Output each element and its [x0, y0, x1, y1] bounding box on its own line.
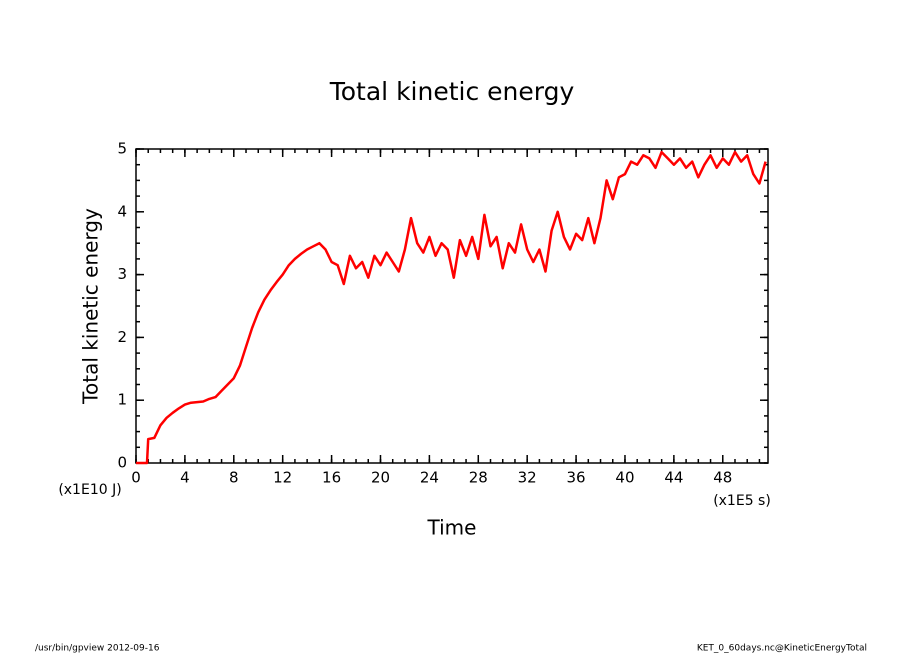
- x-tick-label: 36: [567, 469, 586, 487]
- y-tick-label: 2: [117, 328, 127, 346]
- x-tick-label: 4: [180, 469, 190, 487]
- x-tick-label: 40: [615, 469, 634, 487]
- x-tick-label: 28: [469, 469, 488, 487]
- y-tick-label: 5: [117, 140, 127, 158]
- x-tick-label: 20: [371, 469, 390, 487]
- footer-right: KET_0_60days.nc@KineticEnergyTotal: [697, 644, 867, 654]
- y-unit: (x1E10 J): [58, 482, 121, 498]
- x-tick-label: 0: [131, 469, 141, 487]
- x-tick-label: 44: [664, 469, 683, 487]
- y-tick-label: 4: [117, 202, 127, 220]
- x-tick-label: 12: [273, 469, 292, 487]
- y-axis-label: Total kinetic energy: [79, 208, 103, 405]
- x-tick-label: 24: [420, 469, 439, 487]
- footer-left: /usr/bin/gpview 2012-09-16: [35, 644, 160, 654]
- x-unit: (x1E5 s): [713, 493, 771, 509]
- x-tick-label: 16: [322, 469, 341, 487]
- x-tick-label: 8: [229, 469, 239, 487]
- x-axis-label: Time: [427, 516, 477, 540]
- x-tick-label: 32: [518, 469, 537, 487]
- data-line: [136, 150, 767, 465]
- plot-frame: [135, 148, 769, 464]
- y-tick-label: 3: [117, 265, 127, 283]
- chart-title: Total kinetic energy: [329, 77, 575, 106]
- x-tick-label: 48: [713, 469, 732, 487]
- y-tick-label: 0: [117, 454, 127, 472]
- y-tick-label: 1: [117, 391, 127, 409]
